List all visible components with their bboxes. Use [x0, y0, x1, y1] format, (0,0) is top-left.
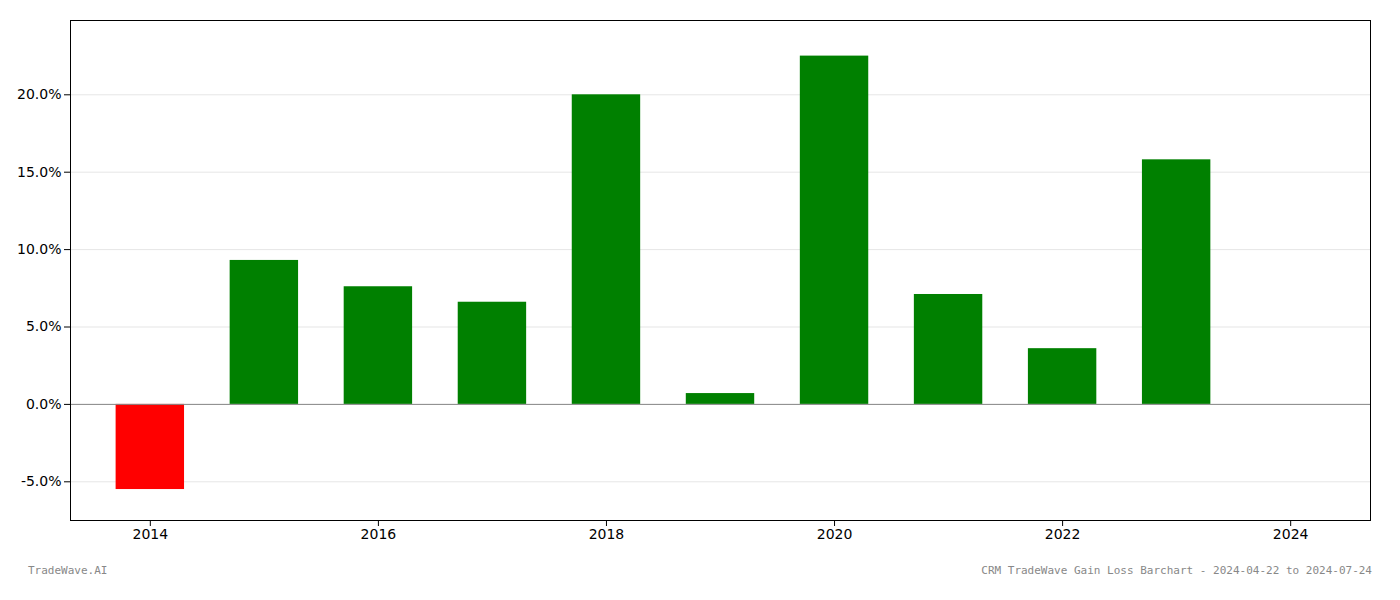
svg-text:2022: 2022	[1045, 526, 1081, 542]
svg-text:2018: 2018	[589, 526, 625, 542]
svg-text:10.0%: 10.0%	[17, 241, 61, 257]
svg-text:20.0%: 20.0%	[17, 86, 61, 102]
svg-text:-5.0%: -5.0%	[21, 473, 62, 489]
svg-text:15.0%: 15.0%	[17, 164, 61, 180]
svg-text:2024: 2024	[1273, 526, 1309, 542]
svg-text:2014: 2014	[133, 526, 169, 542]
svg-text:0.0%: 0.0%	[26, 396, 62, 412]
html-text:CRM TradeWave Gain Loss Barcha: CRM TradeWave Gain Loss Barchart - 2024-…	[981, 564, 1372, 577]
svg-text:5.0%: 5.0%	[26, 318, 62, 334]
svg-text:2020: 2020	[817, 526, 853, 542]
svg-text:2016: 2016	[361, 526, 397, 542]
html-text:TradeWave.AI: TradeWave.AI	[28, 564, 108, 577]
